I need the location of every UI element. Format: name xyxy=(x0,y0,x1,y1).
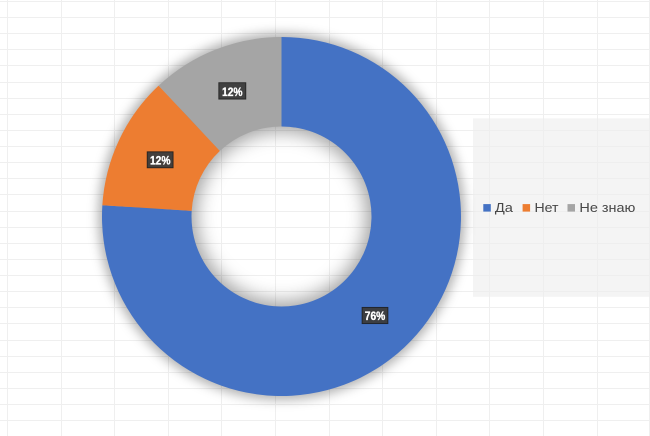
svg-text:Нет: Нет xyxy=(535,201,559,215)
svg-text:76%: 76% xyxy=(365,311,386,323)
svg-text:Да: Да xyxy=(495,201,513,215)
svg-text:12%: 12% xyxy=(222,87,243,99)
svg-text:Не знаю: Не знаю xyxy=(579,201,635,215)
svg-text:12%: 12% xyxy=(150,156,171,168)
